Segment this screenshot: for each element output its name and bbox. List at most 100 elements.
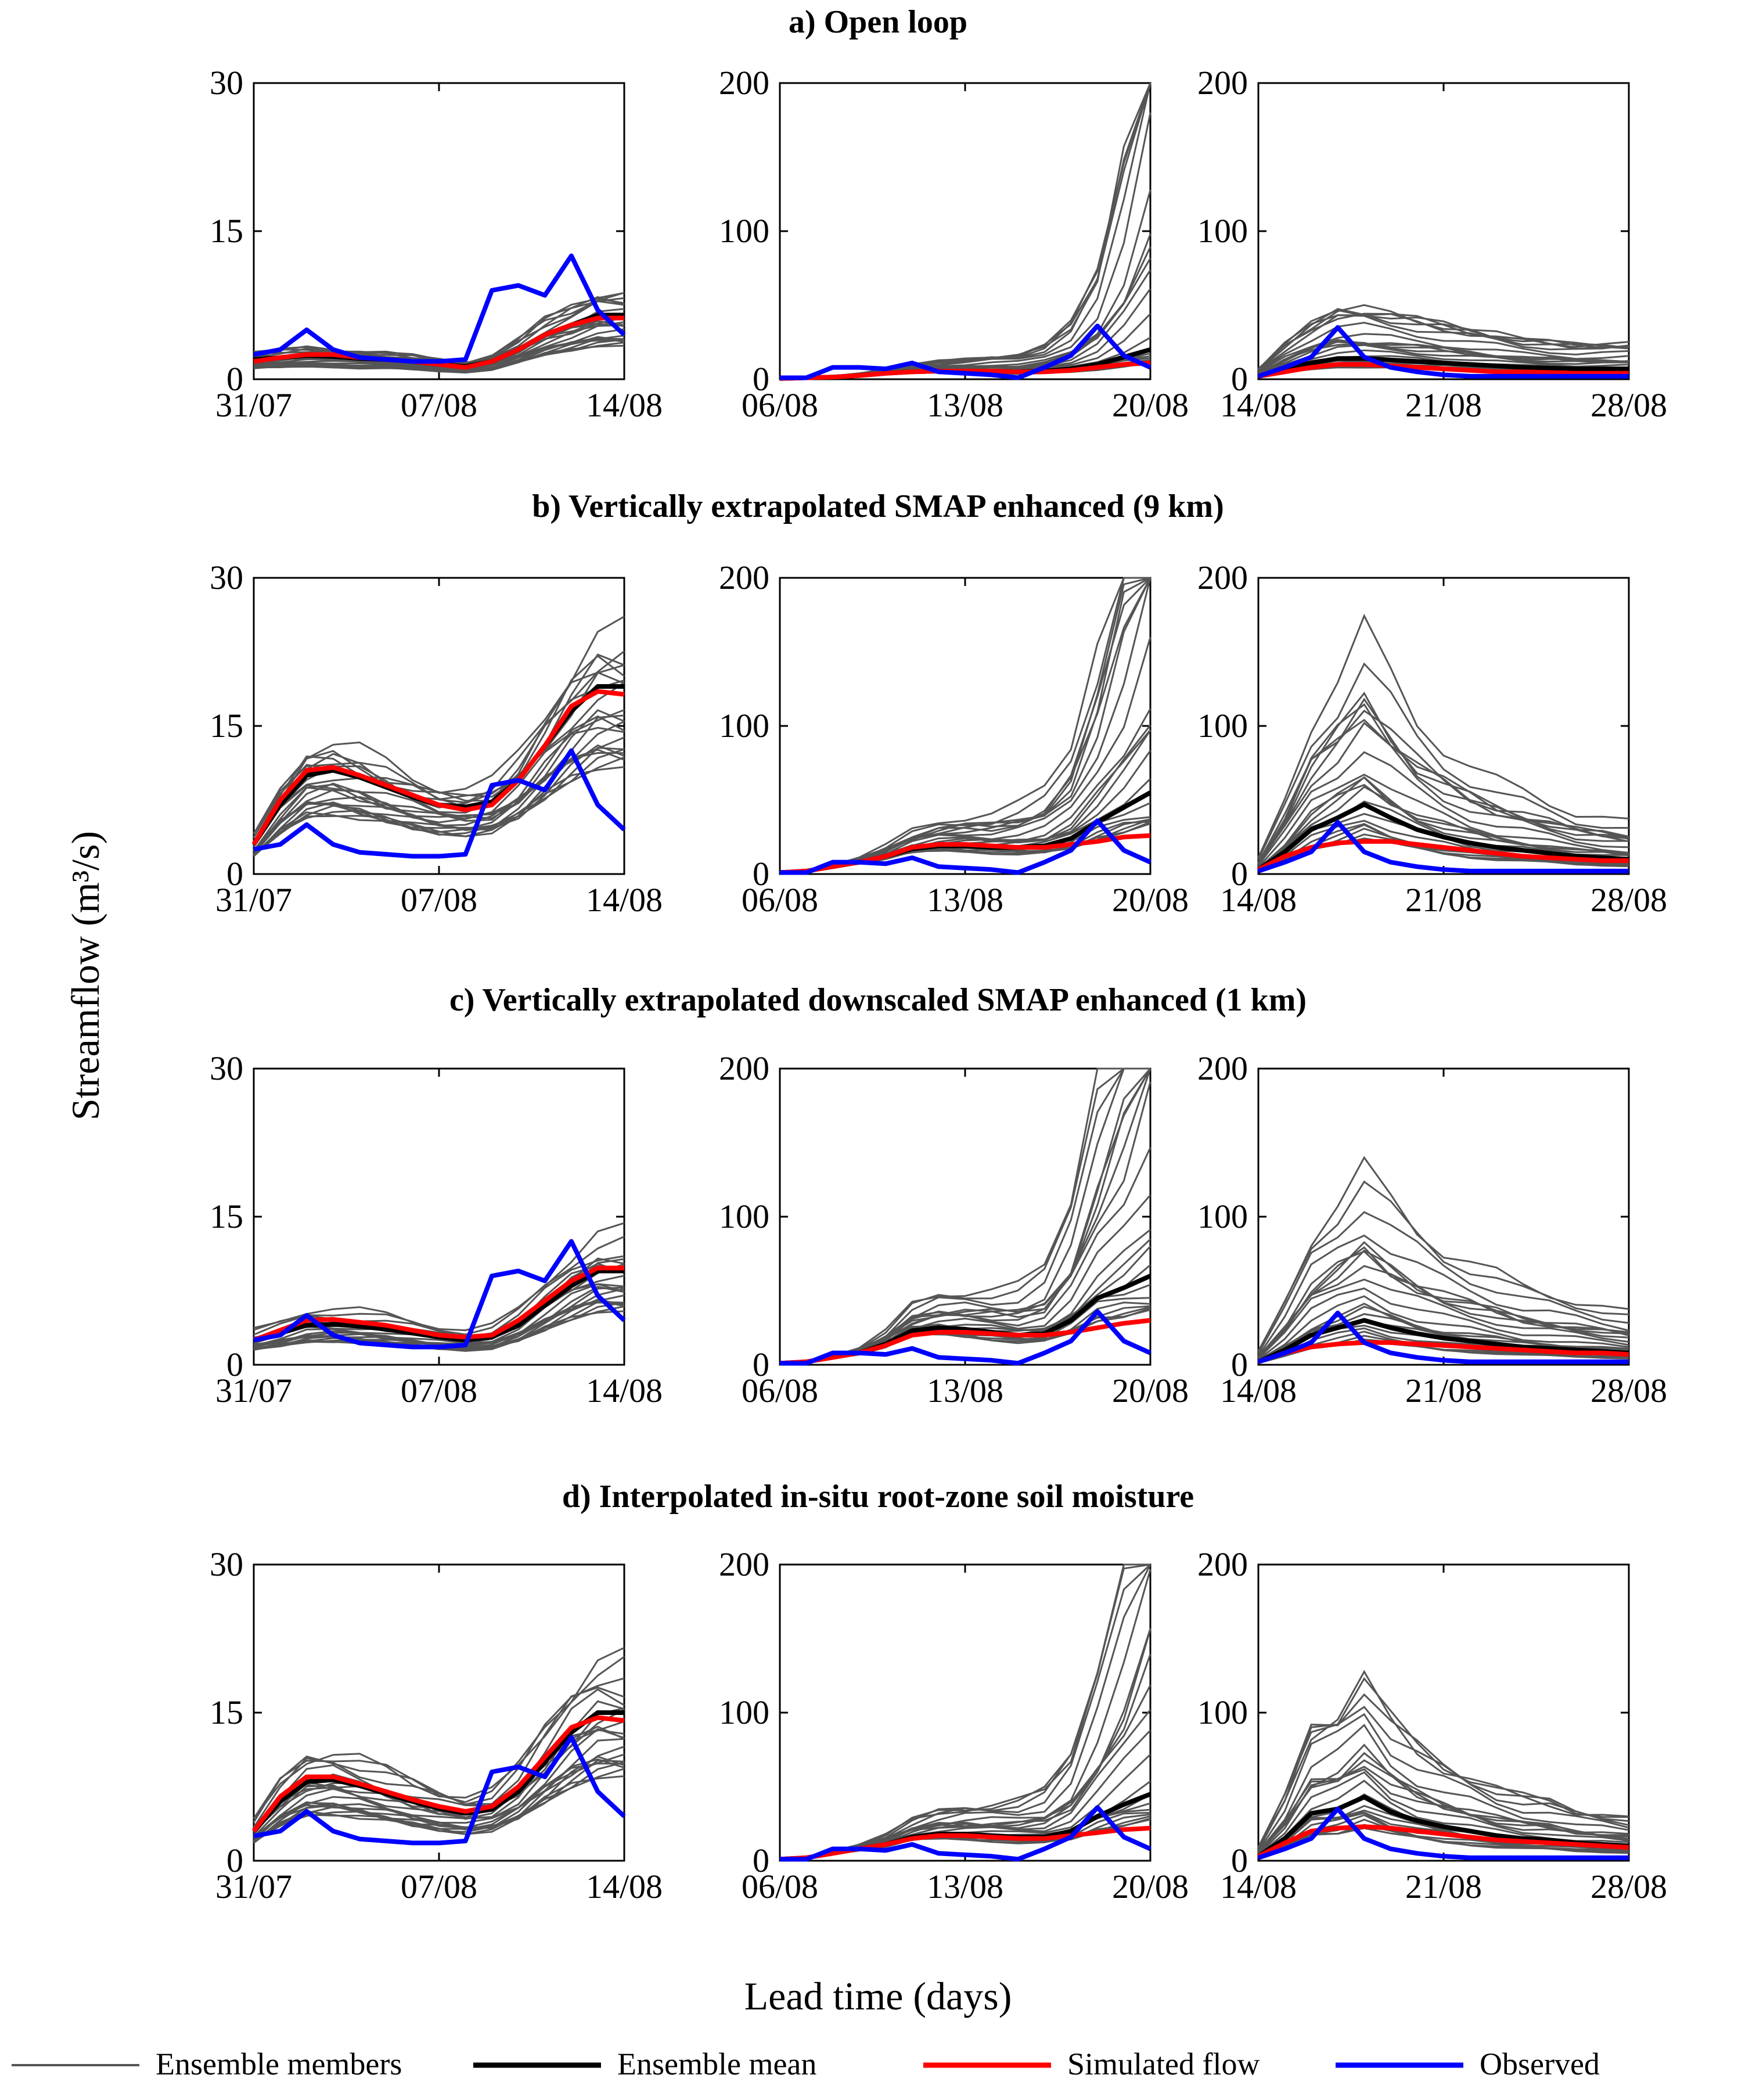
observed-line: [780, 323, 1152, 380]
y-tick-label: 200: [1197, 1545, 1248, 1583]
x-tick-label: 20/08: [1112, 881, 1189, 919]
legend-label: Ensemble members: [156, 2047, 402, 2081]
y-tick-label: 200: [719, 559, 769, 596]
y-tick-label: 0: [226, 1346, 243, 1383]
simulated-flow-line: [779, 1318, 1151, 1366]
y-tick-label: 15: [210, 1198, 243, 1235]
x-tick-label: 06/08: [742, 881, 818, 919]
legend-item-sim: Simulated flow: [923, 2047, 1260, 2081]
y-tick-label: 0: [753, 1842, 769, 1879]
panel: 0 100 200 14/08 21/08 28/08: [1197, 1049, 1667, 1409]
ensemble-member-line: [779, 1563, 1150, 1860]
legend-item-members: Ensemble members: [12, 2047, 402, 2081]
simulated-flow-line: [779, 1825, 1151, 1862]
x-tick-label: 14/08: [1220, 881, 1297, 919]
y-tick-label: 30: [210, 1545, 243, 1583]
ensemble-member-line: [1257, 1278, 1629, 1360]
observed-line: [1257, 325, 1629, 379]
simulated-flow-line: [1257, 839, 1629, 872]
panel: 0 15 30 31/07 07/08 14/08: [210, 559, 663, 919]
ensemble-member-line: [253, 709, 625, 852]
observed-line: [253, 1239, 626, 1350]
ensemble-member-line: [1257, 309, 1629, 371]
ensemble-member-line: [1257, 774, 1629, 868]
legend-label: Ensemble mean: [617, 2047, 816, 2081]
simulated-flow-line: [779, 833, 1151, 875]
y-tick-label: 100: [1197, 1198, 1248, 1235]
y-tick-label: 100: [719, 1693, 769, 1731]
ensemble-member-line: [779, 1563, 1152, 1861]
x-tick-label: 21/08: [1405, 881, 1482, 919]
ensemble-member-line: [1257, 1677, 1629, 1848]
panel: 0 100 200 06/08 13/08 20/08: [719, 1545, 1189, 1905]
x-tick-label: 20/08: [1112, 1868, 1189, 1905]
x-tick-label: 31/07: [215, 1372, 292, 1409]
panel: 0 100 200 14/08 21/08 28/08: [1197, 64, 1667, 424]
ensemble-member-line: [1257, 1241, 1629, 1358]
ensemble-member-line: [779, 750, 1152, 873]
y-tick-label: 0: [226, 855, 243, 893]
y-tick-label: 0: [1231, 855, 1248, 893]
ensemble-member-line: [253, 1761, 625, 1842]
y-tick-label: 200: [1197, 64, 1248, 102]
observed-line: [253, 748, 626, 859]
ensemble-member-line: [1257, 1246, 1629, 1358]
x-tick-label: 20/08: [1112, 1372, 1189, 1409]
y-tick-label: 100: [719, 212, 769, 250]
x-tick-label: 14/08: [1220, 1868, 1297, 1905]
x-tick-label: 28/08: [1591, 1868, 1667, 1905]
ensemble-member-line: [253, 1286, 625, 1348]
y-tick-label: 15: [210, 707, 243, 745]
ensemble-member-line: [1257, 709, 1629, 864]
x-tick-label: 06/08: [742, 386, 818, 424]
ensemble-member-line: [253, 616, 625, 835]
ensemble-member-line: [779, 82, 1152, 380]
ensemble-member-line: [253, 1677, 625, 1823]
plot-frame: [779, 577, 1152, 875]
ensemble-member-line: [253, 744, 625, 857]
simulated-flow-line: [251, 689, 625, 846]
ensemble-member-line: [779, 1753, 1152, 1860]
ensemble-member-line: [253, 328, 625, 371]
panel: 0 15 30 31/07 07/08 14/08: [210, 1545, 663, 1905]
x-tick-label: 07/08: [401, 386, 477, 424]
ensemble-member-line: [1257, 662, 1629, 860]
y-tick-label: 200: [1197, 1049, 1248, 1087]
panel: 0 100 200 06/08 13/08 20/08: [719, 64, 1189, 424]
y-tick-label: 0: [753, 1346, 769, 1383]
y-tick-label: 0: [226, 360, 243, 398]
x-tick-label: 31/07: [215, 1868, 292, 1905]
x-tick-label: 21/08: [1405, 1372, 1482, 1409]
ensemble-member-line: [1257, 312, 1629, 370]
x-tick-label: 14/08: [1220, 386, 1297, 424]
x-tick-label: 14/08: [1220, 1372, 1297, 1409]
ensemble-member-line: [1258, 1287, 1629, 1361]
y-tick-label: 0: [1231, 360, 1248, 398]
ensemble-member-line: [1257, 1250, 1629, 1358]
ensemble-member-line: [1257, 1670, 1629, 1849]
ensemble-member-line: [1257, 697, 1629, 864]
ensemble-member-line: [253, 1283, 625, 1347]
ensemble-member-line: [253, 1759, 625, 1843]
x-tick-label: 07/08: [401, 1868, 477, 1905]
ensemble-member-line: [253, 682, 625, 844]
x-tick-label: 07/08: [401, 881, 477, 919]
panel: 0 100 200 06/08 13/08 20/08: [719, 1049, 1189, 1409]
ensemble-member-line: [1257, 1156, 1629, 1352]
ensemble-member-line: [1257, 613, 1629, 858]
row-title: c) Vertically extrapolated downscaled SM…: [449, 982, 1307, 1018]
ensemble-member-line: [253, 1738, 625, 1838]
x-tick-label: 14/08: [586, 881, 663, 919]
row-title: d) Interpolated in-situ root-zone soil m…: [562, 1479, 1194, 1515]
ensemble-member-line: [779, 82, 1152, 380]
ensemble-member-line: [253, 747, 625, 856]
ensemble-member-line: [1258, 304, 1629, 369]
observed-line: [1257, 1310, 1629, 1364]
x-tick-label: 13/08: [927, 1868, 1003, 1905]
ensemble-member-line: [1257, 1693, 1629, 1849]
observed-line: [253, 1735, 626, 1846]
panel: 0 100 200 14/08 21/08 28/08: [1197, 559, 1667, 919]
ensemble-member-line: [1257, 313, 1629, 371]
ensemble-member-line: [1257, 1211, 1629, 1354]
ensemble-member-line: [1257, 1743, 1629, 1854]
